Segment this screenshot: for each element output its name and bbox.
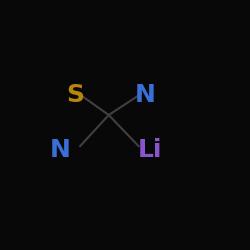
Text: S: S [66,83,84,107]
Text: Li: Li [138,138,162,162]
Text: N: N [134,83,156,107]
Text: N: N [50,138,70,162]
